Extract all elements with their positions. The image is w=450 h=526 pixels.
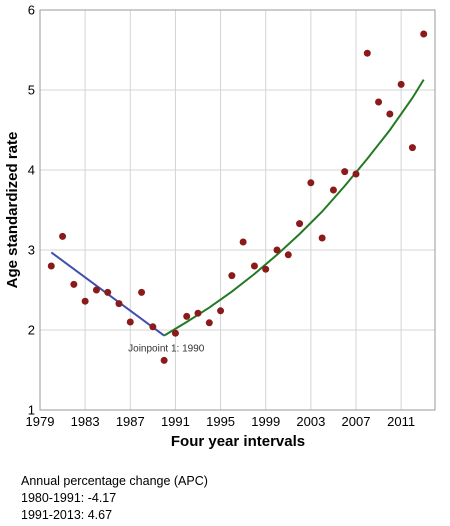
joinpoint-annotation: Joinpoint 1: 1990 <box>128 344 205 355</box>
x-tick-label: 1995 <box>206 414 235 429</box>
data-point <box>352 170 360 178</box>
y-tick-label: 3 <box>28 243 35 258</box>
apc-summary: Annual percentage change (APC) 1980-1991… <box>21 473 208 524</box>
x-tick-label: 2007 <box>342 414 371 429</box>
data-point <box>341 168 349 176</box>
y-axis-title: Age standardized rate <box>4 132 21 289</box>
data-point <box>375 98 383 106</box>
data-point <box>70 280 78 288</box>
y-tick-label: 4 <box>28 163 35 178</box>
data-point <box>138 288 146 296</box>
data-point <box>318 234 326 242</box>
x-tick-label: 1999 <box>251 414 280 429</box>
data-point <box>47 262 55 270</box>
y-tick-label: 1 <box>28 403 35 418</box>
y-tick-label: 5 <box>28 83 35 98</box>
x-tick-label: 2011 <box>387 414 415 429</box>
x-tick-labels: 1979 1983 1987 1991 1995 1999 2003 2007 2011 <box>26 414 416 429</box>
y-tick-labels: 1 2 3 4 5 6 <box>28 3 35 418</box>
plot-area-frame <box>39 9 436 411</box>
data-point <box>296 220 304 228</box>
apc-title: Annual percentage change (APC) <box>21 474 208 488</box>
data-point <box>397 80 405 88</box>
data-point <box>363 49 371 57</box>
x-tick-label: 1991 <box>161 414 190 429</box>
x-tick-label: 2003 <box>296 414 325 429</box>
data-point <box>171 329 179 337</box>
data-point <box>329 186 337 194</box>
data-point <box>420 30 428 38</box>
data-point <box>81 297 89 305</box>
data-point <box>273 246 281 254</box>
y-tick-label: 6 <box>28 3 35 18</box>
data-point <box>149 323 157 331</box>
x-tick-label: 1987 <box>116 414 145 429</box>
data-point <box>250 262 258 270</box>
data-point <box>59 232 67 240</box>
x-tick-label: 1979 <box>26 414 55 429</box>
data-point <box>386 110 394 118</box>
data-point <box>262 265 270 273</box>
data-point <box>228 272 236 280</box>
data-point <box>183 312 191 320</box>
apc-row: 1991-2013: 4.67 <box>21 508 113 522</box>
data-points <box>47 30 428 364</box>
x-axis-title: Four year intervals <box>171 433 305 450</box>
data-point <box>284 251 292 259</box>
data-point <box>307 179 315 187</box>
data-point <box>115 300 123 308</box>
data-point <box>160 356 168 364</box>
data-point <box>239 238 247 246</box>
y-tick-label: 2 <box>28 323 35 338</box>
trend-line-segment-2 <box>163 79 425 337</box>
data-point <box>104 288 112 296</box>
data-point <box>126 318 134 326</box>
data-point <box>92 286 100 294</box>
data-point <box>408 144 416 152</box>
data-point <box>205 319 213 327</box>
apc-row: 1980-1991: -4.17 <box>21 491 117 505</box>
grid <box>39 9 435 411</box>
data-point <box>217 307 225 315</box>
data-point <box>194 309 202 317</box>
x-tick-label: 1983 <box>71 414 100 429</box>
